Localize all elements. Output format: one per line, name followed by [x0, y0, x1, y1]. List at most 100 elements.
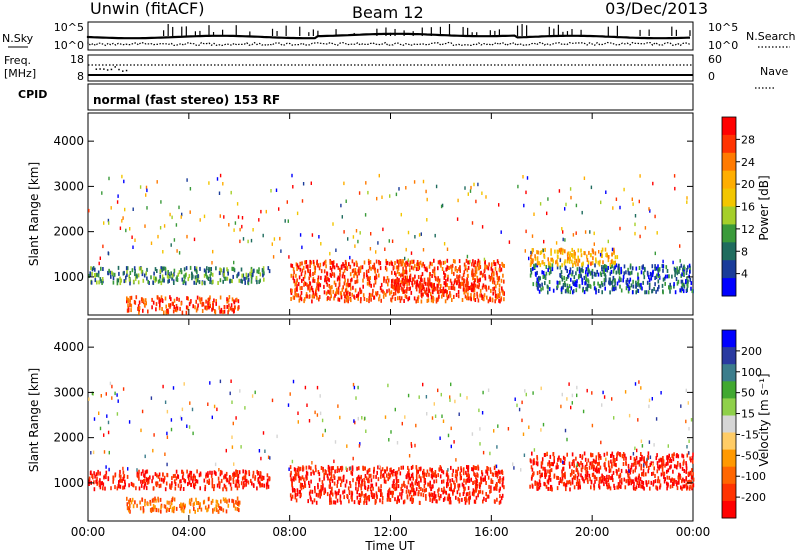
heatmap-cell [388, 497, 390, 502]
heatmap-cell [327, 289, 329, 294]
heatmap-cell [607, 266, 609, 270]
heatmap-cell [540, 473, 543, 478]
heatmap-cell [686, 196, 688, 200]
heatmap-cell [495, 473, 497, 477]
heatmap-cell [159, 477, 161, 482]
heatmap-cell [622, 278, 624, 283]
heatmap-cell [474, 272, 477, 277]
heatmap-cell [94, 474, 96, 479]
heatmap-cell [310, 471, 312, 476]
heatmap-cell [601, 473, 603, 478]
heatmap-cell [666, 486, 668, 491]
heatmap-cell [550, 468, 553, 473]
heatmap-cell [477, 465, 479, 470]
heatmap-cell [662, 471, 664, 476]
heatmap-cell [549, 487, 551, 491]
x-tick-label: 00:00 [676, 525, 711, 539]
heatmap-cell [407, 262, 409, 267]
heatmap-cell [279, 236, 281, 241]
heatmap-cell [687, 471, 690, 476]
heatmap-cell [545, 484, 548, 489]
heatmap-cell [132, 279, 135, 284]
heatmap-cell [217, 509, 220, 514]
heatmap-cell [302, 182, 305, 186]
colorbar-swatch [722, 117, 736, 136]
heatmap-cell [485, 498, 487, 502]
heatmap-cell [406, 286, 408, 291]
heatmap-cell [618, 271, 621, 276]
heatmap-cell [338, 468, 340, 473]
heatmap-cell [569, 487, 571, 492]
heatmap-cell [687, 401, 689, 405]
heatmap-cell [354, 420, 356, 425]
heatmap-cell [186, 469, 188, 474]
heatmap-cell [215, 471, 217, 476]
heatmap-cell [414, 264, 416, 269]
heatmap-cell [677, 475, 680, 480]
heatmap-cell [429, 272, 431, 277]
heatmap-cell [390, 467, 392, 472]
heatmap-cell [358, 501, 361, 505]
heatmap-cell [386, 289, 388, 294]
heatmap-cell [209, 277, 212, 282]
heatmap-cell [398, 467, 400, 472]
heatmap-cell [137, 304, 140, 309]
heatmap-cell [637, 475, 640, 480]
heatmap-cell [228, 498, 230, 503]
heatmap-cell [566, 287, 568, 292]
heatmap-cell [388, 438, 390, 442]
heatmap-cell [323, 290, 326, 295]
heatmap-cell [128, 420, 131, 424]
heatmap-cell [541, 270, 543, 275]
heatmap-cell [610, 459, 612, 464]
heatmap-cell [163, 504, 166, 509]
heatmap-cell [99, 277, 102, 282]
heatmap-cell [103, 433, 105, 437]
heatmap-cell [417, 262, 419, 267]
heatmap-cell [141, 409, 144, 414]
heatmap-cell [395, 192, 398, 197]
heatmap-cell [539, 276, 541, 281]
heatmap-cell [554, 249, 556, 254]
heatmap-cell [211, 415, 213, 420]
heatmap-cell [205, 269, 207, 274]
heatmap-cell [493, 262, 496, 266]
heatmap-cell [558, 455, 560, 460]
heatmap-cell [119, 484, 122, 489]
heatmap-cell [631, 290, 634, 295]
heatmap-cell [691, 468, 693, 473]
heatmap-cell [431, 484, 433, 489]
heatmap-cell [270, 189, 272, 193]
heatmap-cell [586, 473, 589, 478]
heatmap-cell [473, 182, 475, 187]
heatmap-cell [94, 273, 97, 278]
heatmap-cell [229, 391, 231, 396]
freq-unit: [MHz] [4, 67, 36, 80]
heatmap-cell [343, 291, 345, 296]
heatmap-cell [126, 496, 128, 501]
heatmap-cell [586, 467, 588, 471]
heatmap-cell [445, 490, 447, 495]
heatmap-cell [235, 483, 238, 488]
heatmap-cell [355, 396, 357, 400]
heatmap-cell [144, 474, 146, 479]
heatmap-cell [195, 479, 198, 483]
heatmap-cell [639, 477, 642, 482]
heatmap-cell [288, 255, 290, 259]
heatmap-cell [308, 465, 310, 470]
heatmap-cell [347, 299, 349, 304]
heatmap-cell [642, 264, 644, 269]
heatmap-cell [526, 176, 529, 180]
heatmap-cell [341, 274, 344, 279]
heatmap-cell [412, 259, 415, 264]
heatmap-cell [639, 234, 641, 239]
heatmap-cell [393, 282, 396, 287]
heatmap-cell [587, 272, 589, 277]
heatmap-cell [206, 306, 208, 311]
heatmap-cell [238, 470, 241, 475]
heatmap-cell [581, 210, 583, 215]
heatmap-cell [657, 464, 659, 469]
heatmap-cell [533, 448, 536, 452]
heatmap-cell [170, 483, 173, 488]
heatmap-cell [625, 469, 627, 474]
